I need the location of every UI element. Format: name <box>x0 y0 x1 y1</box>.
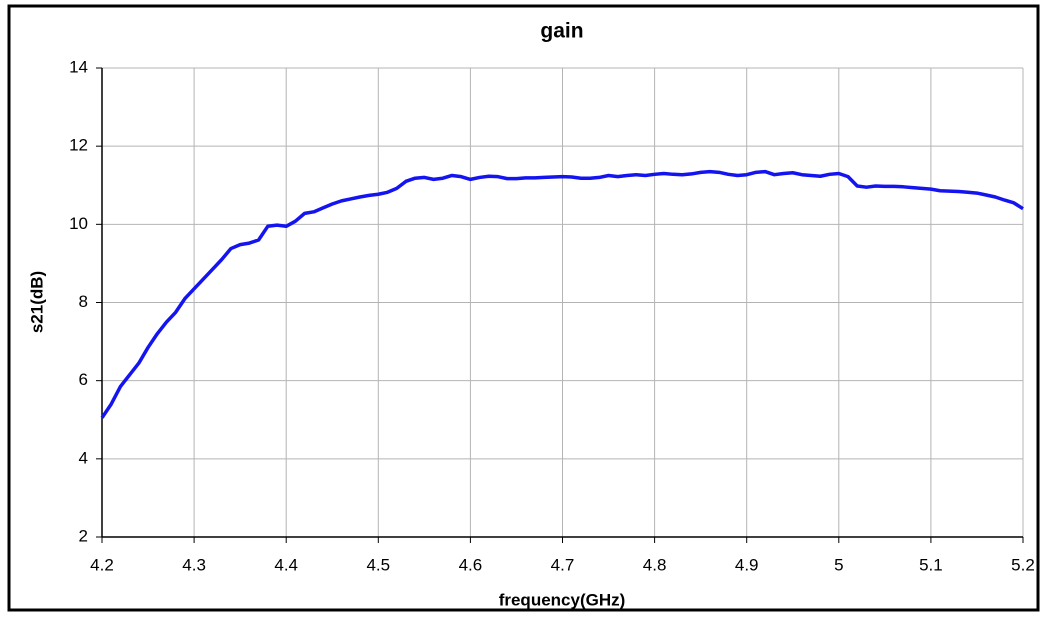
x-tick-label: 4.6 <box>459 555 483 574</box>
chart-frame <box>7 4 1040 612</box>
y-tick-label: 6 <box>79 370 88 389</box>
x-tick-label: 4.5 <box>366 555 390 574</box>
y-tick-label: 10 <box>69 214 88 233</box>
x-axis-label: frequency(GHz) <box>499 590 626 609</box>
x-tick-label: 4.2 <box>90 555 114 574</box>
data-line <box>100 169 1024 419</box>
y-tick-label: 14 <box>69 57 88 76</box>
y-tick-label: 4 <box>79 448 88 467</box>
y-tick-label: 8 <box>79 292 88 311</box>
y-tick-label: 12 <box>69 136 88 155</box>
x-tick-label: 4.9 <box>735 555 759 574</box>
x-tick-label: 4.3 <box>182 555 206 574</box>
x-tick-label: 4.7 <box>551 555 575 574</box>
x-tick-label: 5 <box>834 555 843 574</box>
x-tick-label: 5.1 <box>919 555 943 574</box>
y-axis-label: s21(dB) <box>27 271 46 333</box>
x-tick-label: 5.2 <box>1011 555 1035 574</box>
chart-title: gain <box>540 20 583 43</box>
x-tick-label: 4.8 <box>643 555 667 574</box>
x-tick-label: 4.4 <box>274 555 298 574</box>
y-tick-label: 2 <box>79 526 88 545</box>
